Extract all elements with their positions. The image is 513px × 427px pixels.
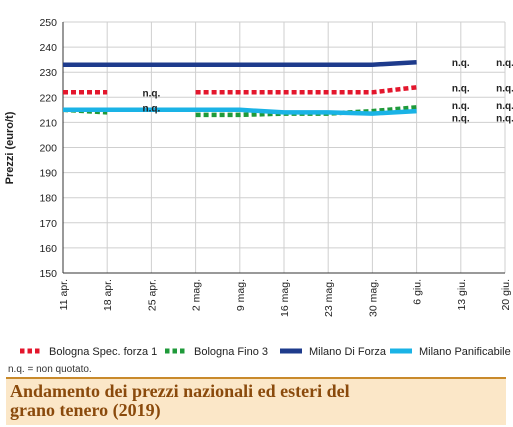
x-tick-labels: 11 apr. 18 apr. 25 apr. 2 mag. 9 mag. 16 mag.… xyxy=(58,279,512,317)
y-tick-label: 190 xyxy=(39,168,57,180)
series-line-3 xyxy=(63,59,417,67)
annotations: n.q.n.q.n.q. n.q.n.q. n.q.n.q. n.q.n.q. n.q. xyxy=(143,58,513,124)
x-tick-label: 25 apr. xyxy=(146,279,158,311)
x-tick-label: 2 mag. xyxy=(191,279,203,311)
y-tick-label: 240 xyxy=(39,42,57,54)
series-line-2 xyxy=(195,105,417,118)
series-line-4 xyxy=(63,107,417,116)
nq-annotation: n.q. xyxy=(452,101,470,112)
chart-title: Andamento dei prezzi nazionali ed esteri… xyxy=(10,381,350,420)
nq-annotation: n.q. xyxy=(496,113,513,124)
nq-annotation: n.q. xyxy=(496,83,513,94)
x-tick-label: 30 mag. xyxy=(367,279,379,317)
nq-annotation: n.q. xyxy=(496,58,513,69)
nq-annotation: n.q. xyxy=(143,88,161,99)
series-line-1 xyxy=(195,85,417,95)
y-tick-label: 180 xyxy=(39,193,57,205)
title-box: Andamento dei prezzi nazionali ed esteri… xyxy=(6,377,506,425)
y-tick-label: 250 xyxy=(39,17,57,29)
nq-annotation: n.q. xyxy=(452,58,470,69)
x-tick-label: 13 giu. xyxy=(456,279,468,311)
series-lines xyxy=(62,59,417,118)
y-tick-labels: 150 160 170 180 190 200 210 220 230 240 250 xyxy=(39,17,57,280)
legend-label-3: Milano Di Forza xyxy=(309,346,387,358)
y-axis-label: Prezzi (euro/t) xyxy=(4,111,16,184)
grid xyxy=(62,21,506,274)
y-tick-label: 150 xyxy=(39,268,57,280)
nq-annotation: n.q. xyxy=(452,83,470,94)
x-tick-label: 18 apr. xyxy=(102,279,114,311)
x-tick-label: 9 mag. xyxy=(235,279,247,311)
nq-annotation: n.q. xyxy=(496,101,513,112)
x-tick-label: 16 mag. xyxy=(279,279,291,317)
nq-annotation: n.q. xyxy=(143,103,161,114)
y-tick-label: 160 xyxy=(39,243,57,255)
x-tick-label: 23 mag. xyxy=(323,279,335,317)
footnote: n.q. = non quotato. xyxy=(8,364,92,375)
legend: Bologna Spec. forza 1 Bologna Fino 3 Milan… xyxy=(20,346,511,358)
x-tick-label: 6 giu. xyxy=(412,279,424,305)
y-tick-label: 170 xyxy=(39,218,57,230)
legend-label-4: Milano Panificabile xyxy=(419,346,511,358)
y-tick-label: 230 xyxy=(39,67,57,79)
y-tick-label: 220 xyxy=(39,92,57,104)
y-tick-label: 210 xyxy=(39,117,57,129)
x-tick-label: 11 apr. xyxy=(58,279,70,310)
legend-label-1: Bologna Spec. forza 1 xyxy=(49,346,157,358)
x-tick-label: 20 giu. xyxy=(500,279,512,311)
chart: 150 160 170 180 190 200 210 220 230 240 250 11 apr… xyxy=(4,17,513,358)
y-tick-label: 200 xyxy=(39,143,57,155)
legend-label-2: Bologna Fino 3 xyxy=(194,346,268,358)
nq-annotation: n.q. xyxy=(452,113,470,124)
